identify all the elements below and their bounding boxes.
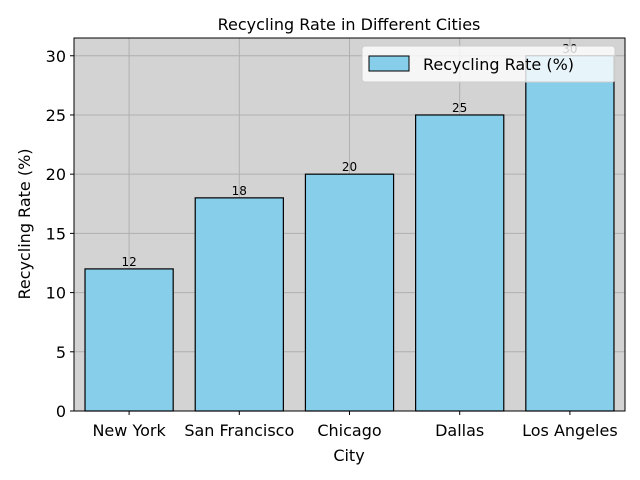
bar-value-label: 25 xyxy=(452,101,467,115)
x-tick-label: Chicago xyxy=(317,421,381,440)
y-tick-label: 25 xyxy=(46,106,66,125)
legend-box xyxy=(361,45,616,83)
x-axis-ticks: New York San Francisco Chicago Dallas Los An… xyxy=(92,411,618,440)
x-axis-label: City xyxy=(333,446,364,465)
x-tick-label: Dallas xyxy=(435,421,484,440)
y-tick-label: 30 xyxy=(46,47,66,66)
bar-value-label: 12 xyxy=(121,255,136,269)
x-tick-label: New York xyxy=(92,421,166,440)
bars xyxy=(84,55,615,412)
legend-swatch xyxy=(368,55,410,72)
legend: Recycling Rate (%) xyxy=(361,45,616,83)
chart-title: Recycling Rate in Different Cities xyxy=(218,15,481,34)
legend-label: Recycling Rate (%) xyxy=(423,55,574,74)
bar-value-label: 20 xyxy=(342,160,357,174)
y-tick-label: 10 xyxy=(46,284,66,303)
bar-value-label: 18 xyxy=(232,184,247,198)
y-axis-ticks: 0 5 10 15 20 25 30 xyxy=(46,47,74,421)
bar xyxy=(525,55,615,412)
bar xyxy=(415,114,505,412)
y-tick-label: 0 xyxy=(56,402,66,421)
bar xyxy=(304,173,395,412)
x-tick-label: Los Angeles xyxy=(522,421,618,440)
y-tick-label: 5 xyxy=(56,343,66,362)
x-tick-label: San Francisco xyxy=(184,421,294,440)
y-tick-label: 20 xyxy=(46,165,66,184)
y-axis-label: Recycling Rate (%) xyxy=(15,148,34,299)
bar xyxy=(84,268,174,412)
y-tick-label: 15 xyxy=(46,224,66,243)
bar xyxy=(194,197,284,412)
